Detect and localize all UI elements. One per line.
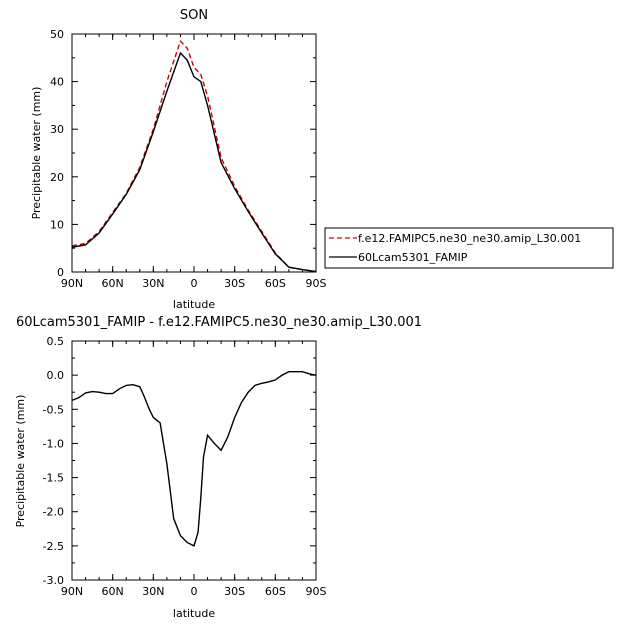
bottom-xlabel: latitude — [173, 607, 215, 620]
y-tick-label: 10 — [50, 218, 64, 231]
legend: f.e12.FAMIPC5.ne30_ne30.amip_L30.001 60L… — [324, 227, 614, 269]
x-tick-label: 60S — [265, 277, 286, 290]
x-tick-label: 90S — [306, 585, 327, 598]
y-tick-label: -2.0 — [43, 506, 64, 519]
bottom-plot-area: 90N 60N 30N 0 30S 60S 90S 0.5 0.0 -0.5 -1.0 -1.5 -2.… — [43, 335, 327, 598]
top-panel: SON 90N 60N 30N 0 30S 60S 90S 0 10 20 30 40 50 latit… — [30, 8, 327, 311]
x-tick-label: 90N — [61, 277, 83, 290]
series-line-2 — [71, 51, 317, 273]
y-tick-label: 50 — [50, 28, 64, 41]
y-tick-label: 40 — [50, 76, 64, 89]
y-tick-label: -2.5 — [43, 540, 64, 553]
legend-entry-1: f.e12.FAMIPC5.ne30_ne30.amip_L30.001 — [329, 232, 581, 245]
series-line-1 — [71, 371, 317, 547]
y-tick-label: -1.0 — [43, 437, 64, 450]
top-title: SON — [180, 8, 208, 23]
top-ylabel: Precipitable water (mm) — [30, 87, 43, 220]
top-xlabel: latitude — [173, 298, 215, 311]
bottom-title: 60Lcam5301_FAMIP - f.e12.FAMIPC5.ne30_ne… — [16, 315, 422, 330]
y-tick-label: -0.5 — [43, 403, 64, 416]
x-tick-label: 90N — [61, 585, 83, 598]
bottom-panel: 60Lcam5301_FAMIP - f.e12.FAMIPC5.ne30_ne… — [14, 315, 422, 620]
x-tick-label: 30N — [142, 585, 164, 598]
x-tick-label: 30N — [142, 277, 164, 290]
y-tick-label: -3.0 — [43, 574, 64, 587]
x-tick-label: 30S — [224, 277, 245, 290]
x-tick-label: 90S — [306, 277, 327, 290]
x-tick-label: 60S — [265, 585, 286, 598]
x-tick-label: 60N — [102, 585, 124, 598]
legend-label-2: 60Lcam5301_FAMIP — [358, 251, 468, 264]
y-tick-label: 0.0 — [47, 369, 65, 382]
y-tick-label: 0.5 — [47, 335, 65, 348]
y-tick-label: -1.5 — [43, 472, 64, 485]
plot-frame — [71, 33, 317, 273]
legend-box — [324, 227, 614, 269]
x-tick-label: 0 — [191, 585, 198, 598]
legend-label-1: f.e12.FAMIPC5.ne30_ne30.amip_L30.001 — [358, 232, 581, 245]
y-tick-label: 30 — [50, 123, 64, 136]
x-tick-label: 0 — [191, 277, 198, 290]
bottom-ylabel: Precipitable water (mm) — [14, 395, 27, 528]
x-tick-label: 30S — [224, 585, 245, 598]
y-tick-label: 0 — [57, 266, 64, 279]
y-tick-label: 20 — [50, 171, 64, 184]
x-tick-label: 60N — [102, 277, 124, 290]
top-plot-area: 90N 60N 30N 0 30S 60S 90S 0 10 20 30 40 50 — [50, 28, 327, 290]
legend-entry-2: 60Lcam5301_FAMIP — [329, 251, 468, 264]
